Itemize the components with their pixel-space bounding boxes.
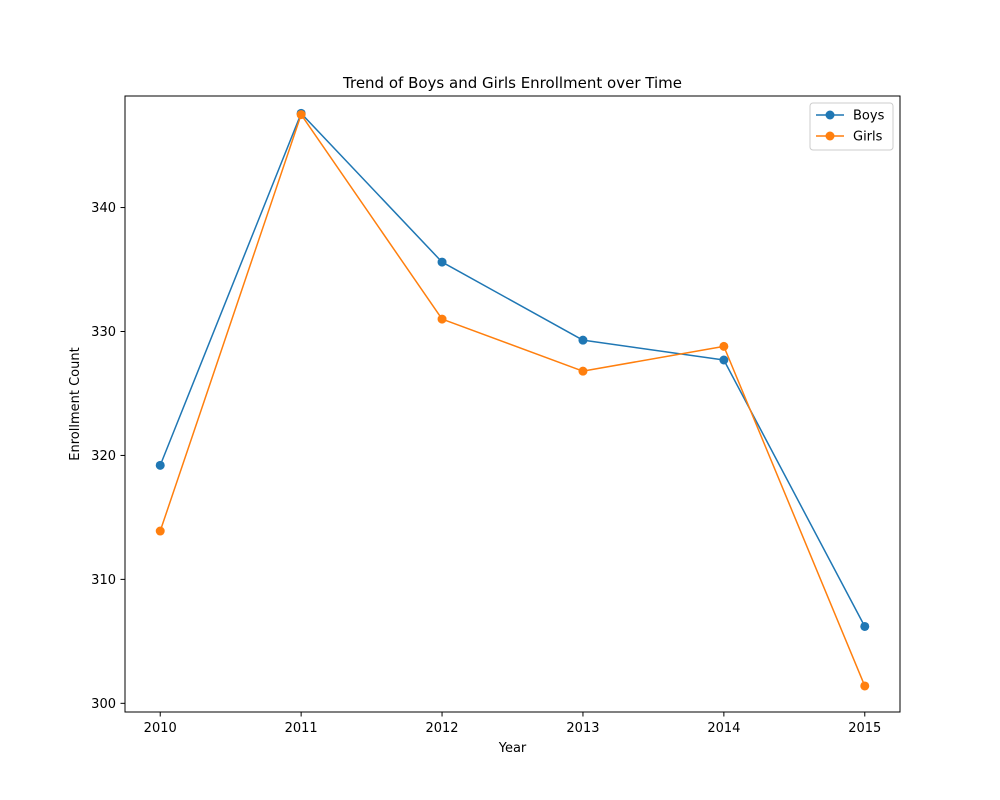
data-point-girls-2015 [860,681,870,691]
y-tick-label: 340 [91,201,116,216]
x-tick-label: 2011 [285,721,318,736]
legend: Boys Girls [809,102,894,151]
data-point-boys-2010 [155,460,165,470]
data-point-girls-2014 [719,341,729,351]
x-tick-label: 2013 [566,721,599,736]
legend-label-boys: Boys [853,109,885,124]
legend-label-girls: Girls [853,130,883,145]
x-tick-label: 2010 [144,721,177,736]
data-point-girls-2010 [155,526,165,536]
marks-layer [155,108,870,691]
y-tick-label: 330 [91,325,116,340]
data-point-girls-2012 [437,314,447,324]
axes-frame [124,95,901,713]
data-point-girls-2013 [578,366,588,376]
y-axis-label: Enrollment Count [68,347,83,460]
x-tick-label: 2014 [707,721,740,736]
x-axis-label: Year [498,741,527,756]
data-point-boys-2012 [437,257,447,267]
axes-layer: 2010 2011 2012 2013 2014 2015 300 310 320 330 340 [91,95,901,736]
legend-marker-girls [825,131,835,141]
chart-title: Trend of Boys and Girls Enrollment over … [342,74,682,92]
plot-area [125,96,900,712]
y-tick-label: 320 [91,449,116,464]
data-point-boys-2013 [578,335,588,345]
data-point-boys-2015 [860,621,870,631]
data-point-boys-2014 [719,355,729,365]
x-tick-label: 2015 [848,721,881,736]
data-point-girls-2011 [296,110,306,120]
x-tick-label: 2012 [425,721,458,736]
y-tick-label: 310 [91,573,116,588]
y-tick-label: 300 [91,697,116,712]
series-line-girls [159,113,866,687]
legend-marker-boys [825,110,835,120]
